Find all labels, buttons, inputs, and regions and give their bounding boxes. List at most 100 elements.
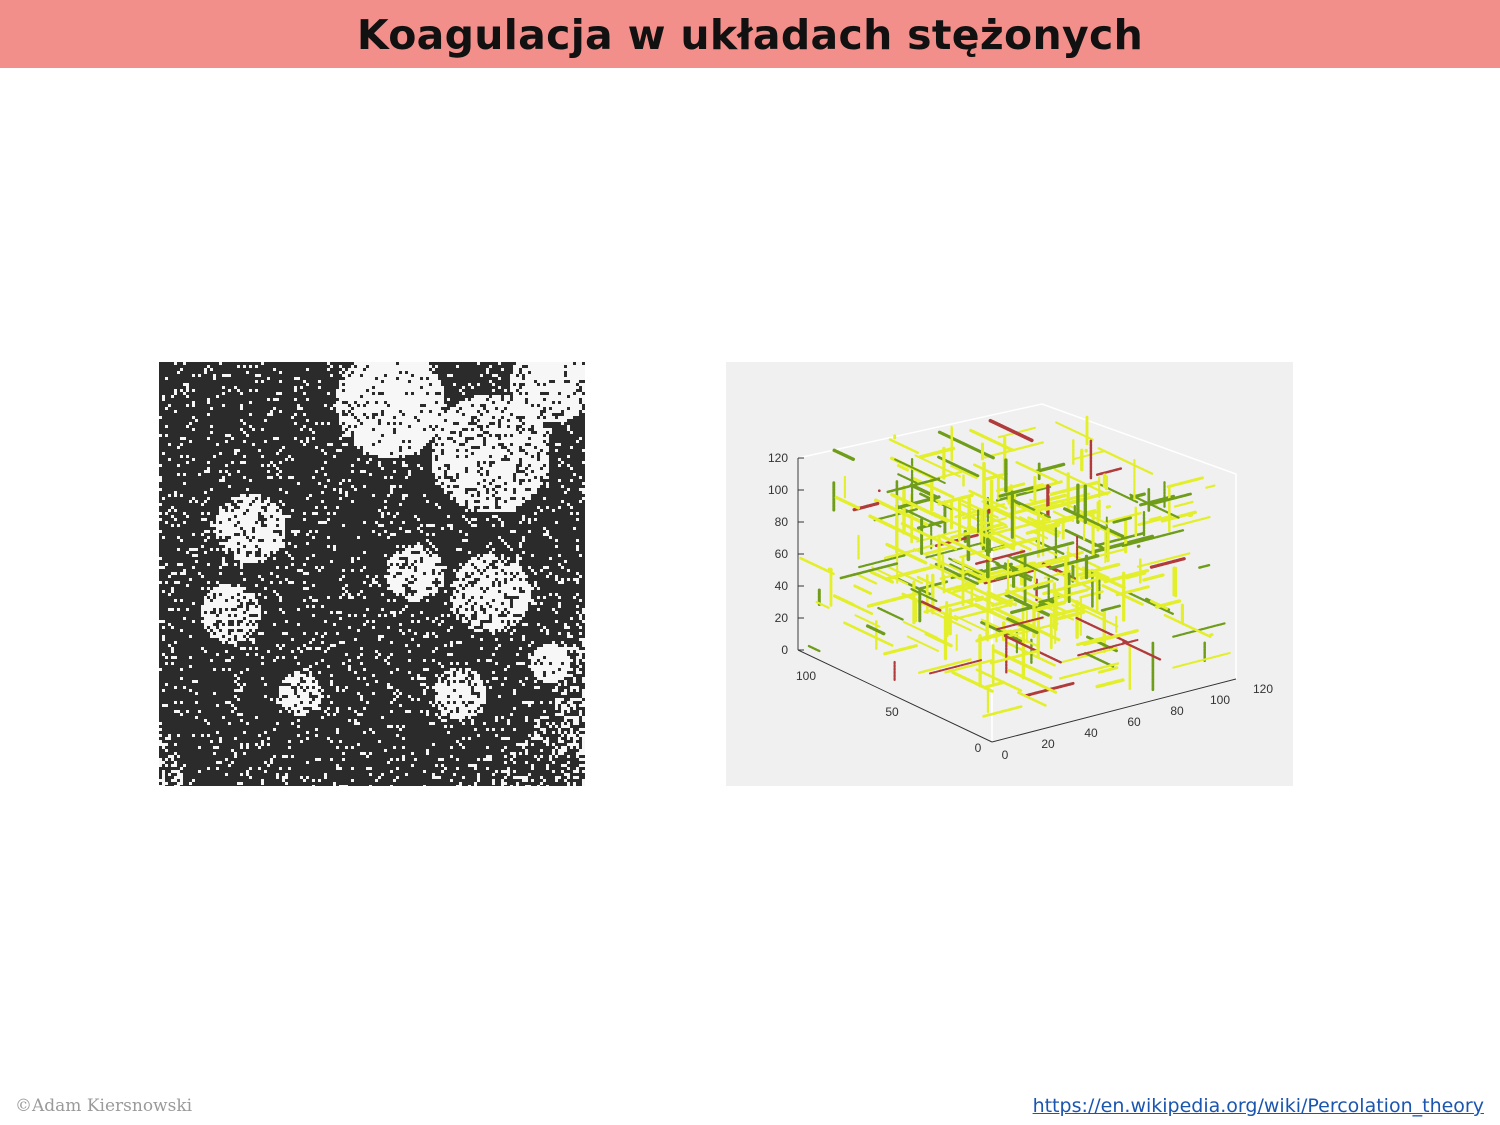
cluster-pixels [159, 362, 585, 788]
x-tick-label: 100 [1210, 693, 1230, 707]
x-axis-ticks: 0 20 40 60 80 100 120 [1002, 682, 1274, 762]
percolation-segment [910, 588, 938, 603]
percolation-segment [1055, 610, 1086, 621]
percolation-segment [996, 616, 1045, 631]
percolation-segment [807, 644, 821, 653]
percolation-segment [1173, 500, 1195, 508]
y-tick-label: 0 [975, 741, 982, 755]
slide-title: Koagulacja w układach stężonych [356, 11, 1144, 59]
x-tick-label: 40 [1084, 726, 1098, 740]
percolation-3d-plot-image: 0 20 40 60 80 100 120 0 50 100 0 20 40 60 80 100 120 [726, 362, 1293, 786]
percolation-segment [886, 477, 941, 494]
percolation-segment [929, 563, 977, 587]
percolation-segment [965, 600, 988, 613]
percolation-segment [1097, 666, 1119, 674]
percolation-segment [1172, 651, 1231, 669]
percolation-segment [939, 569, 971, 580]
percolation-segment [853, 584, 873, 595]
percolation-segment [1062, 578, 1097, 589]
percolation-segment [944, 658, 994, 674]
percolation-segment [1148, 515, 1162, 521]
percolation-segment [890, 492, 950, 523]
percolation-segment [1012, 541, 1075, 560]
percolation-segment [854, 614, 881, 628]
percolation-segment [896, 464, 909, 472]
percolation-segment [989, 565, 1034, 579]
percolation-segment [799, 556, 835, 576]
percolation-segment [984, 680, 1006, 689]
percolation-segment [1048, 480, 1100, 497]
percolation-segment [925, 542, 982, 559]
z-tick-label: 120 [768, 451, 788, 465]
percolation-segment [900, 522, 958, 551]
percolation-segment [914, 454, 961, 478]
percolation-segment [1198, 563, 1211, 569]
percolation-segment [1100, 604, 1122, 612]
percolation-segment [1149, 599, 1169, 610]
source-link[interactable]: https://en.wikipedia.org/wiki/Percolatio… [1032, 1095, 1484, 1117]
percolation-segment [983, 441, 1045, 459]
percolation-segment [1172, 515, 1212, 528]
percolation-segment [1014, 460, 1058, 483]
percolation-segment [949, 464, 978, 480]
title-bar [0, 0, 1500, 68]
percolation-segment [1127, 591, 1174, 615]
percolation-segment [1018, 504, 1051, 522]
percolation-segment [991, 648, 1053, 680]
percolation-segment [920, 600, 942, 612]
percolation-segment [888, 438, 920, 454]
percolation-segment [883, 543, 936, 560]
percolation-segment [871, 566, 909, 586]
percolation-segment [1017, 691, 1047, 707]
y-axis-ticks: 0 50 100 [796, 669, 982, 755]
percolation-segment [989, 649, 1040, 665]
percolation-segment [1121, 529, 1185, 548]
percolation-segment [866, 591, 922, 608]
percolation-segment [982, 705, 1023, 718]
percolation-segment [1035, 462, 1066, 474]
percolation-segment [951, 603, 977, 613]
z-tick-label: 60 [775, 547, 789, 561]
percolation-segment [864, 623, 886, 636]
percolation-segment [1166, 476, 1204, 489]
percolation-segment [1025, 523, 1061, 535]
percolation-segment [1036, 517, 1075, 530]
y-tick-label: 100 [796, 669, 816, 683]
y-axis-line [797, 649, 993, 743]
percolation-segment [1095, 467, 1124, 476]
percolation-segment [953, 614, 989, 633]
percolation-segment [923, 595, 984, 614]
percolation-segment [1089, 568, 1110, 580]
percolation-segment [1149, 557, 1186, 569]
percolation-segment [883, 644, 918, 656]
percolation-segment [1029, 498, 1034, 502]
percolation-segment [1163, 613, 1212, 639]
percolation-segment [975, 550, 1026, 565]
percolation-segment [951, 558, 986, 576]
x-tick-label: 60 [1127, 715, 1141, 729]
percolation-segment [877, 606, 904, 621]
percolation-segment [833, 495, 861, 510]
percolation-segment [975, 668, 1023, 692]
percolation-segment [940, 534, 993, 562]
copyright-text: ©Adam Kiersnowski [15, 1096, 193, 1116]
percolation-3d-plot: 0 20 40 60 80 100 120 0 50 100 0 20 40 60 80 100 120 [768, 403, 1274, 762]
percolation-segment [906, 635, 939, 652]
percolation-segment [1112, 516, 1133, 524]
percolation-segment [1090, 534, 1155, 554]
z-tick-label: 40 [775, 579, 789, 593]
percolation-segment [988, 517, 1051, 537]
percolation-segment [1097, 447, 1154, 475]
percolation-segment [980, 618, 1039, 648]
percolation-segments [799, 415, 1231, 718]
percolation-segment [857, 573, 878, 585]
percolation-segment [1063, 507, 1125, 538]
percolation-segment [1125, 572, 1147, 580]
percolation-segment [937, 430, 995, 460]
percolation-segment [937, 493, 975, 506]
percolation-segment [954, 502, 1006, 519]
percolation-segment [1142, 573, 1165, 582]
percolation-segment [1032, 530, 1049, 540]
percolation-segment [885, 542, 928, 565]
z-tick-label: 0 [781, 643, 788, 657]
